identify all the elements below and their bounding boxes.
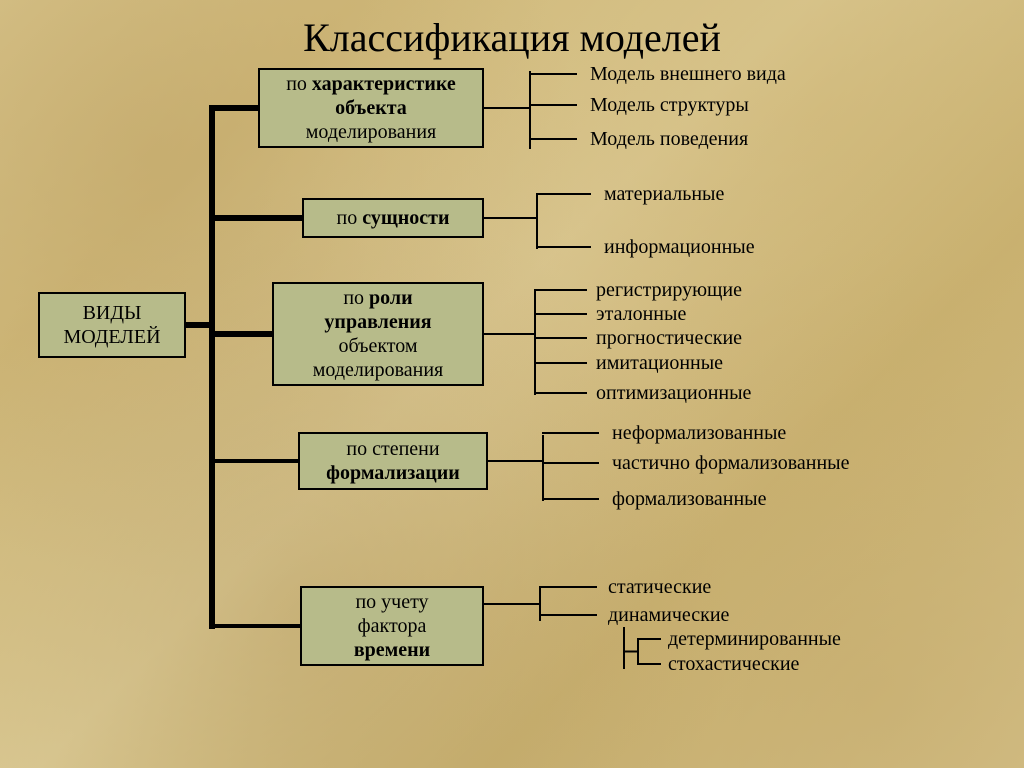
- leaf-c2-0: материальные: [604, 183, 724, 206]
- category-box-c2: по сущности: [302, 198, 484, 238]
- leaf-c3-3: имитационные: [596, 352, 723, 375]
- category-box-c4: по степениформализации: [298, 432, 488, 490]
- leaf-c3-1: эталонные: [596, 303, 686, 326]
- category-box-c3: по ролиуправленияобъектоммоделирования: [272, 282, 484, 386]
- subleaf-c5-0: детерминированные: [668, 628, 841, 651]
- subleaf-c5-1: стохастические: [668, 653, 799, 676]
- leaf-c5-1: динамические: [608, 604, 729, 627]
- leaf-c3-0: регистрирующие: [596, 279, 742, 302]
- leaf-c1-1: Модель структуры: [590, 94, 749, 117]
- leaf-c4-2: формализованные: [612, 488, 766, 511]
- leaf-c5-0: статические: [608, 576, 711, 599]
- category-box-c1: по характеристикеобъектамоделирования: [258, 68, 484, 148]
- leaf-c2-1: информационные: [604, 236, 755, 259]
- leaf-c4-0: неформализованные: [612, 422, 786, 445]
- connector-layer: [0, 0, 1024, 768]
- leaf-c1-2: Модель поведения: [590, 128, 748, 151]
- leaf-c1-0: Модель внешнего вида: [590, 63, 786, 86]
- diagram-title: Классификация моделей: [0, 14, 1024, 61]
- root-box: ВИДЫМОДЕЛЕЙ: [38, 292, 186, 358]
- leaf-c4-1: частично формализованные: [612, 452, 850, 475]
- leaf-c3-4: оптимизационные: [596, 382, 751, 405]
- category-box-c5: по учетуфакторавремени: [300, 586, 484, 666]
- leaf-c3-2: прогностические: [596, 327, 742, 350]
